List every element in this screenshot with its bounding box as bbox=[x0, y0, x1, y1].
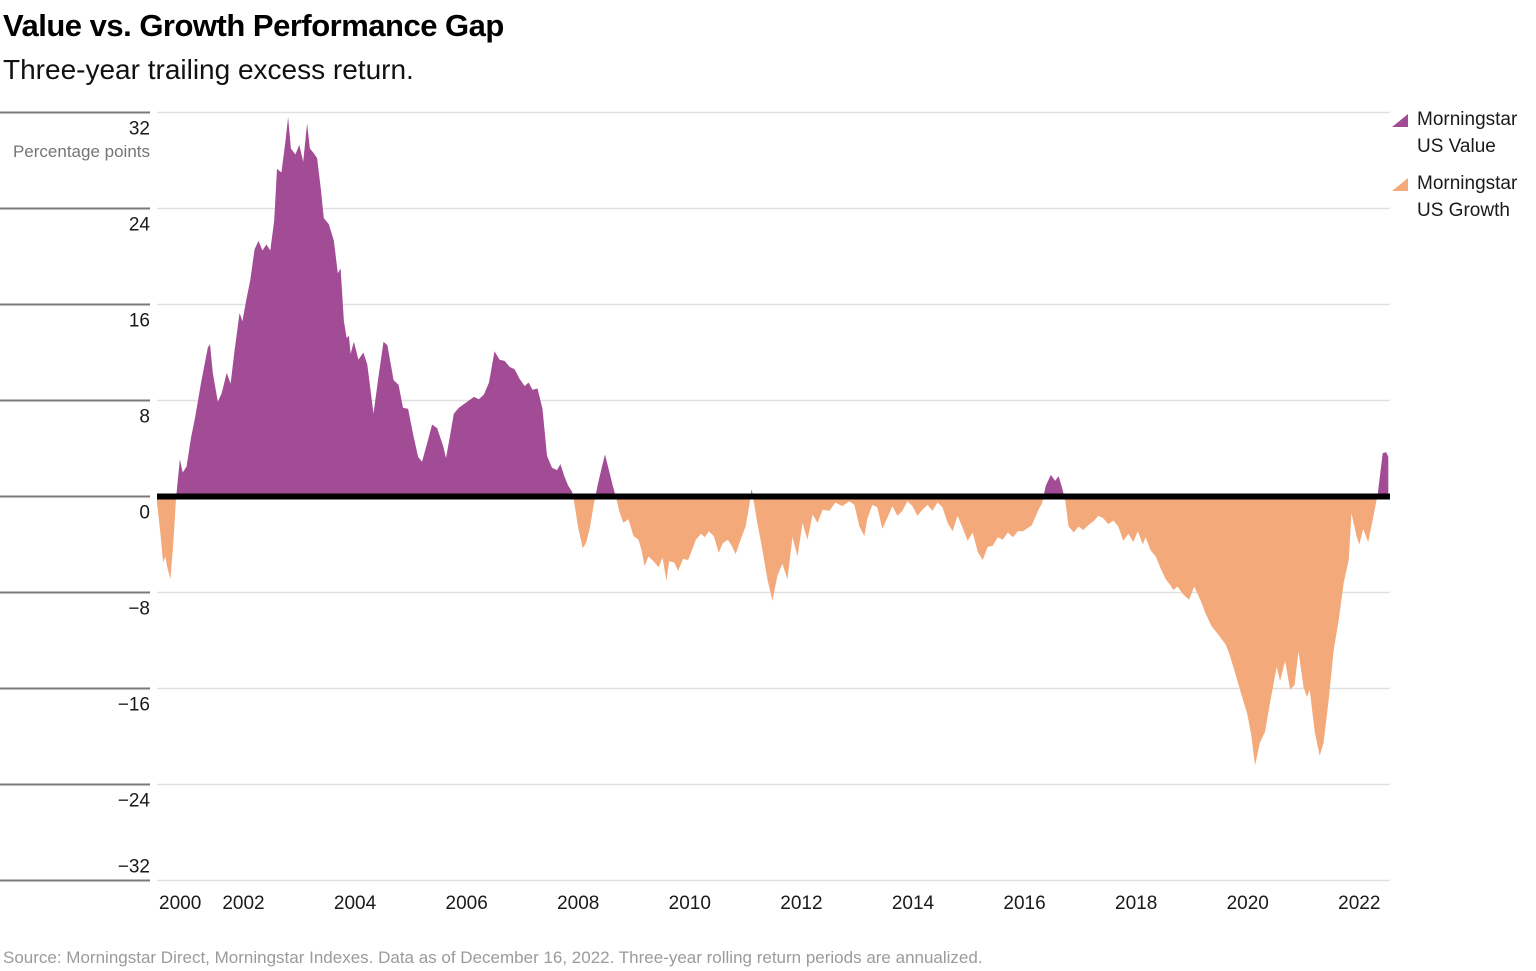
legend-entry-growth: Morningstar US Growth bbox=[1392, 170, 1532, 224]
x-tick-label: 2008 bbox=[557, 893, 599, 914]
legend-label-value-line2: US Value bbox=[1417, 136, 1496, 157]
x-tick-label: 2014 bbox=[892, 893, 935, 914]
y-axis-unit-label: Percentage points bbox=[12, 142, 150, 161]
y-tick-label: −24 bbox=[118, 791, 151, 812]
x-tick-label: 2018 bbox=[1115, 893, 1157, 914]
x-tick-label: 2002 bbox=[222, 893, 264, 914]
legend-label-growth-line1: Morningstar bbox=[1417, 173, 1518, 194]
legend-label-value: Morningstar US Value bbox=[1417, 106, 1517, 160]
y-tick-label: 32 bbox=[129, 119, 150, 140]
legend-label-growth: Morningstar US Growth bbox=[1417, 170, 1517, 224]
x-tick-label: 2020 bbox=[1227, 893, 1269, 914]
page-title: Value vs. Growth Performance Gap bbox=[3, 8, 504, 43]
y-tick-label: 0 bbox=[139, 503, 150, 524]
x-tick-label: 2006 bbox=[446, 893, 488, 914]
x-tick-label: 2022 bbox=[1338, 893, 1380, 914]
y-tick-label: 24 bbox=[129, 215, 151, 236]
x-tick-label: 2000 bbox=[159, 893, 201, 914]
page-subtitle: Three-year trailing excess return. bbox=[3, 54, 414, 85]
growth-area-triangle-icon bbox=[1392, 178, 1408, 191]
x-tick-label: 2010 bbox=[669, 893, 711, 914]
value-area-triangle-icon bbox=[1392, 114, 1408, 127]
value-excess-area bbox=[157, 117, 1389, 497]
x-tick-label: 2012 bbox=[780, 893, 822, 914]
legend-entry-value: Morningstar US Value bbox=[1392, 106, 1532, 160]
chart-canvas: 32 24 16 8 0 −8 −16 −24 −32 2000 2002 2004 2006 2008 2… bbox=[0, 111, 1390, 914]
y-tick-label: −32 bbox=[118, 857, 150, 878]
y-tick-label: −16 bbox=[118, 695, 150, 716]
y-tick-label: 8 bbox=[139, 407, 150, 428]
source-note: Source: Morningstar Direct, Morningstar … bbox=[3, 948, 983, 967]
x-tick-label: 2004 bbox=[334, 893, 377, 914]
legend-label-growth-line2: US Growth bbox=[1417, 200, 1510, 221]
x-tick-label: 2016 bbox=[1003, 893, 1045, 914]
y-tick-label: −8 bbox=[128, 599, 150, 620]
legend-label-value-line1: Morningstar bbox=[1417, 109, 1518, 130]
y-tick-label: 16 bbox=[129, 311, 150, 332]
legend: Morningstar US Value Morningstar US Grow… bbox=[1392, 106, 1532, 234]
growth-excess-area bbox=[157, 496, 1389, 766]
